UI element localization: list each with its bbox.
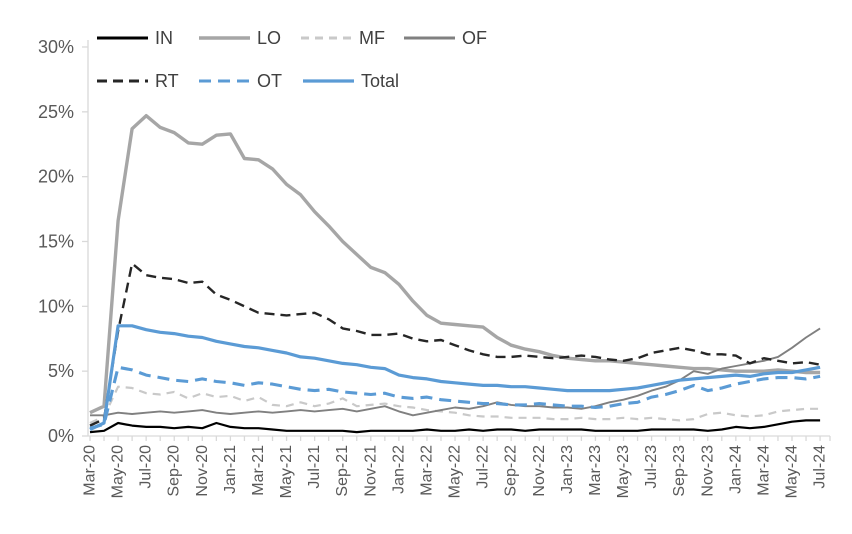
x-tick-label: Jan-22 — [390, 445, 407, 494]
x-tick-label: Nov-22 — [531, 445, 548, 497]
x-tick-label: Sep-21 — [334, 445, 351, 497]
x-tick-label: May-23 — [615, 445, 632, 498]
y-tick-label: 25% — [38, 102, 74, 122]
y-tick-label: 30% — [38, 37, 74, 57]
x-tick-label: Mar-20 — [82, 445, 99, 496]
legend-label-ot: OT — [257, 71, 282, 91]
legend-label-rt: RT — [155, 71, 179, 91]
x-tick-label: May-22 — [447, 445, 464, 498]
series-line-total — [89, 324, 821, 431]
series-line-mf — [89, 385, 821, 424]
x-tick-label: Sep-20 — [166, 445, 183, 497]
x-tick-label: Mar-24 — [755, 445, 772, 496]
legend: IN LO MF OF RT OT Total — [97, 28, 487, 91]
x-tick-label: Jul-20 — [138, 445, 155, 489]
x-tick-label: Jul-22 — [475, 445, 492, 489]
y-tick-label: 0% — [48, 426, 74, 446]
x-tick-label: May-24 — [784, 445, 801, 498]
x-tick-label: Jan-24 — [727, 445, 744, 494]
x-tick-label: Jan-21 — [222, 445, 239, 494]
x-tick-label: Mar-22 — [418, 445, 435, 496]
x-tick-label: Sep-22 — [503, 445, 520, 497]
y-tick-label: 5% — [48, 361, 74, 381]
x-tick-label: May-21 — [278, 445, 295, 498]
series-line-rt — [89, 262, 821, 427]
legend-label-lo: LO — [257, 28, 281, 48]
x-tick-label: May-20 — [110, 445, 127, 498]
plot-layer: 0% 5% 10% 15% 20% 25% 30% Mar-20 May-20 Jul-20 Sep… — [38, 37, 831, 498]
legend-label-of: OF — [462, 28, 487, 48]
x-tick-label: Nov-23 — [699, 445, 716, 497]
x-tick-label: Jul-21 — [306, 445, 323, 489]
y-tick-label: 10% — [38, 296, 74, 316]
x-tick-label: Mar-23 — [587, 445, 604, 496]
x-tick-label: Nov-21 — [362, 445, 379, 497]
y-tick-label: 15% — [38, 231, 74, 251]
legend-label-mf: MF — [359, 28, 385, 48]
x-tick-label: Sep-23 — [671, 445, 688, 497]
y-tick-label: 20% — [38, 167, 74, 187]
x-tick-label: Jul-23 — [643, 445, 660, 489]
legend-label-in: IN — [155, 28, 173, 48]
legend-label-total: Total — [361, 71, 399, 91]
x-tick-label: Jul-24 — [812, 445, 829, 489]
series-line-lo — [89, 113, 821, 415]
series-line-of — [90, 327, 821, 417]
x-tick-label: Nov-20 — [194, 445, 211, 497]
series-line-in — [89, 419, 821, 434]
x-tick-label: Mar-21 — [250, 445, 267, 496]
x-tick-label: Jan-23 — [559, 445, 576, 494]
